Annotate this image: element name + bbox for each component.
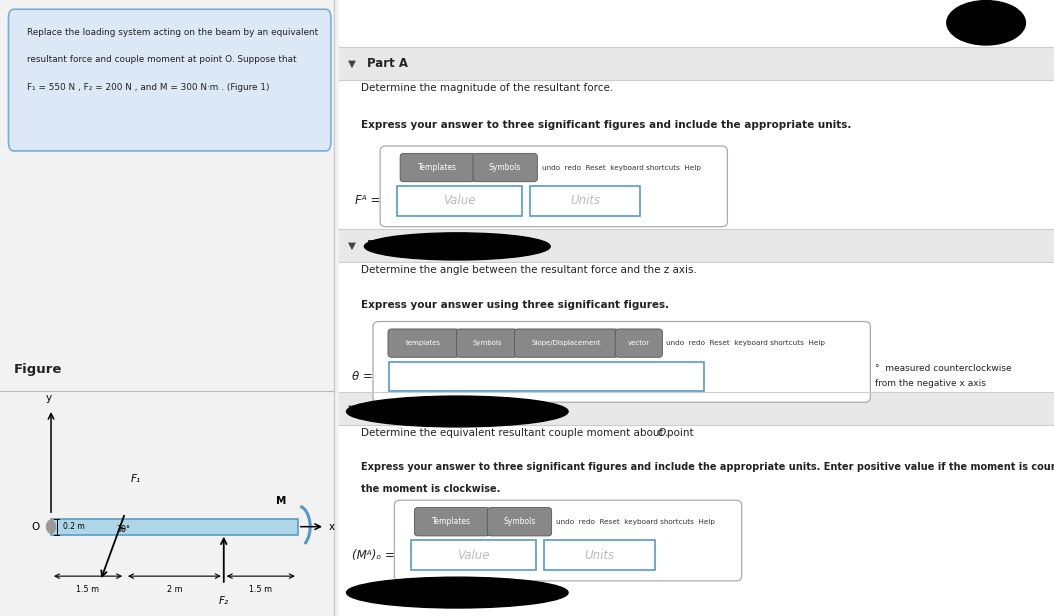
FancyBboxPatch shape [380,146,727,227]
Text: M: M [275,496,286,506]
Bar [545,540,655,570]
Text: Symbols: Symbols [489,163,522,172]
FancyBboxPatch shape [373,322,871,402]
Text: resultant force and couple moment at point O. Suppose that: resultant force and couple moment at poi… [27,55,297,65]
Bar [339,229,1054,262]
Bar [339,80,1054,262]
Text: templates: templates [406,340,442,346]
Text: Templates: Templates [432,517,471,526]
Text: the moment is clockwise.: the moment is clockwise. [360,484,501,493]
Bar [339,262,1054,425]
Text: Symbols: Symbols [472,340,502,346]
Bar [339,392,1054,425]
Text: ▼: ▼ [348,240,356,251]
Bar [51,519,298,535]
Bar [396,186,522,216]
Ellipse shape [347,396,568,427]
Text: Determine the equivalent resultant couple moment about point: Determine the equivalent resultant coupl… [360,428,697,438]
Text: 2 m: 2 m [167,585,182,594]
Text: undo  redo  Reset  keyboard shortcuts  Help: undo redo Reset keyboard shortcuts Help [666,340,825,346]
Bar [530,186,640,216]
FancyBboxPatch shape [388,329,460,357]
Text: O: O [32,522,39,532]
FancyBboxPatch shape [514,329,618,357]
Text: Value: Value [457,548,490,562]
Text: Symbols: Symbols [503,517,535,526]
Text: Express your answer to three significant figures and include the appropriate uni: Express your answer to three significant… [360,120,852,130]
FancyBboxPatch shape [456,329,518,357]
Circle shape [46,521,56,533]
Text: from the negative x axis: from the negative x axis [876,379,987,388]
Bar [389,362,704,391]
Text: Units: Units [585,548,614,562]
Text: F₂: F₂ [218,596,229,606]
FancyBboxPatch shape [616,329,662,357]
Text: Value: Value [443,194,475,208]
Ellipse shape [365,233,550,260]
Bar [411,540,535,570]
Text: Part C: Part C [367,402,407,415]
Text: Determine the magnitude of the resultant force.: Determine the magnitude of the resultant… [360,83,613,93]
Text: F₁: F₁ [131,474,141,484]
Ellipse shape [946,1,1026,45]
Text: Express your answer using three significant figures.: Express your answer using three signific… [360,300,669,310]
FancyBboxPatch shape [414,508,489,536]
FancyBboxPatch shape [8,9,331,151]
Text: Slope/Displacement: Slope/Displacement [531,340,601,346]
FancyBboxPatch shape [473,153,538,182]
Text: 30°: 30° [116,525,131,533]
Text: Express your answer to three significant figures and include the appropriate uni: Express your answer to three significant… [360,462,1054,472]
Text: (Mᴬ)ₒ =: (Mᴬ)ₒ = [352,548,394,562]
Text: Replace the loading system acting on the beam by an equivalent: Replace the loading system acting on the… [27,28,318,37]
Text: y: y [45,394,52,403]
Bar [339,47,1054,80]
Text: O: O [658,428,665,438]
Ellipse shape [347,577,568,608]
FancyBboxPatch shape [487,508,551,536]
FancyBboxPatch shape [394,500,742,581]
Text: °  measured counterclockwise: ° measured counterclockwise [876,365,1012,373]
Text: .: . [664,428,668,438]
Text: θ =: θ = [352,370,373,383]
Text: vector: vector [628,340,650,346]
Text: Figure: Figure [14,363,62,376]
Text: 1.5 m: 1.5 m [249,585,272,594]
Text: Part A: Part A [367,57,408,70]
Text: Templates: Templates [418,163,457,172]
Text: ▼: ▼ [348,403,356,414]
Bar [339,0,1054,48]
Text: undo  redo  Reset  keyboard shortcuts  Help: undo redo Reset keyboard shortcuts Help [542,164,701,171]
Text: undo  redo  Reset  keyboard shortcuts  Help: undo redo Reset keyboard shortcuts Help [555,519,715,525]
Text: Fᴬ =: Fᴬ = [355,194,380,208]
Text: Part B: Part B [367,239,408,252]
Text: Determine the angle between the resultant force and the z axis.: Determine the angle between the resultan… [360,265,697,275]
Text: 1.5 m: 1.5 m [77,585,100,594]
Text: x: x [329,522,334,532]
FancyBboxPatch shape [401,153,475,182]
Bar [339,425,1054,616]
Text: 0.2 m: 0.2 m [63,522,85,531]
Text: Units: Units [570,194,601,208]
Text: ▼: ▼ [348,59,356,69]
Text: F₁ = 550 N , F₂ = 200 N , and M = 300 N·m . (Figure 1): F₁ = 550 N , F₂ = 200 N , and M = 300 N·… [27,83,270,92]
